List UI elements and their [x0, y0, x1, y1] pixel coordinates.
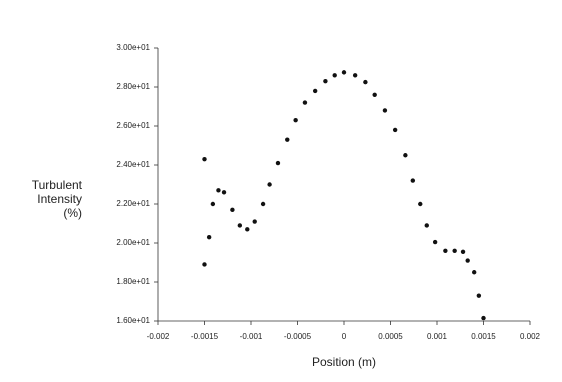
point [323, 78, 328, 84]
point [332, 73, 337, 78]
point [363, 79, 368, 85]
point [424, 223, 429, 228]
x-tick-label: -0.001 [240, 332, 263, 341]
point [302, 100, 308, 105]
point [432, 239, 438, 245]
point [245, 227, 250, 232]
point [382, 108, 388, 113]
point [260, 201, 266, 207]
y-tick-label: 1.80e+01 [116, 277, 150, 286]
point [285, 137, 290, 142]
point [216, 188, 221, 193]
y-tick-label: 2.80e+01 [116, 82, 150, 91]
point [202, 156, 207, 162]
x-tick-label: 0.002 [520, 332, 541, 341]
y-tick-label: 3.00e+01 [116, 43, 150, 52]
point [418, 201, 423, 207]
x-tick-label: 0.001 [427, 332, 448, 341]
x-tick-label: 0.0005 [378, 332, 403, 341]
point [460, 249, 466, 254]
point [237, 223, 243, 228]
point [472, 270, 477, 275]
point [410, 178, 416, 183]
point [372, 92, 377, 98]
point [341, 70, 347, 75]
y-tick-label: 2.40e+01 [116, 160, 150, 169]
point [403, 153, 408, 158]
point [252, 219, 257, 224]
x-tick-label: -0.0015 [191, 332, 219, 341]
point [443, 248, 448, 253]
point [202, 262, 207, 267]
point [476, 293, 482, 298]
point [221, 190, 227, 195]
x-tick-label: 0 [342, 332, 347, 341]
x-axis-title: Position (m) [312, 355, 376, 369]
y-axis-title: (%) [63, 206, 82, 220]
point [312, 88, 318, 94]
x-tick-label: 0.0015 [471, 332, 496, 341]
y-tick-label: 2.60e+01 [116, 121, 150, 130]
x-tick-label: -0.0005 [284, 332, 312, 341]
point [230, 207, 235, 213]
point [206, 234, 212, 240]
point [352, 73, 358, 78]
point [210, 201, 216, 207]
x-tick-label: -0.002 [147, 332, 170, 341]
point [392, 127, 398, 133]
y-tick-label: 1.60e+01 [116, 316, 150, 325]
y-tick-label: 2.20e+01 [116, 199, 150, 208]
point [275, 160, 281, 166]
point [481, 315, 486, 321]
y-tick-label: 2.00e+01 [116, 238, 150, 247]
y-axis-title: Turbulent [32, 178, 83, 192]
point [452, 248, 457, 253]
point [293, 117, 298, 123]
point [267, 182, 272, 187]
y-axis-title: Intensity [37, 192, 82, 206]
point [465, 258, 470, 263]
